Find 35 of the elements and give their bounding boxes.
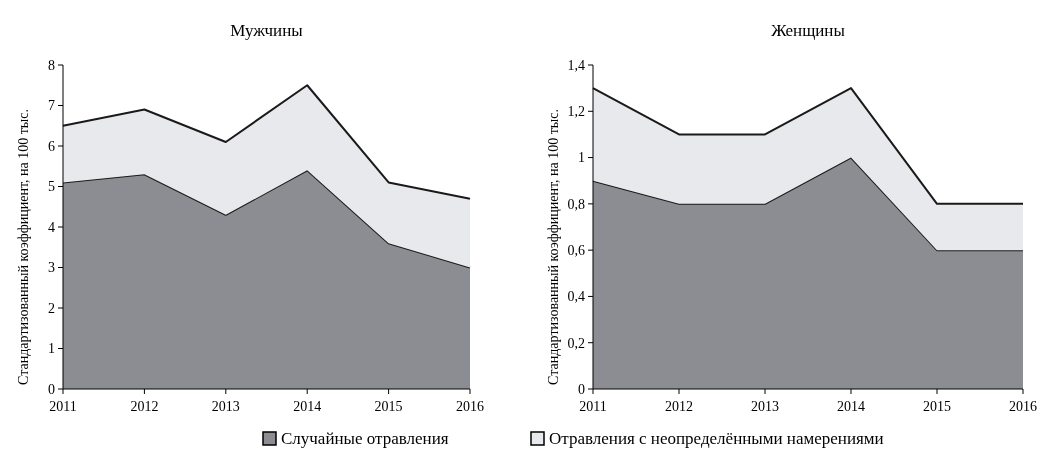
y-tick-label: 0,8 (567, 196, 585, 212)
y-tick-label: 0,4 (567, 289, 585, 305)
x-tick-label: 2015 (374, 399, 403, 414)
x-tick-label: 2016 (1009, 399, 1037, 414)
legend-label: Случайные отравления (281, 429, 449, 448)
y-tick-label: 3 (48, 260, 55, 276)
y-tick-label: 0,6 (567, 243, 585, 259)
chart-title: Мужчины (230, 21, 304, 40)
y-tick-label: 7 (48, 98, 55, 114)
y-tick-label: 0 (578, 381, 585, 397)
y-tick-label: 1 (578, 150, 585, 166)
x-tick-label: 2013 (211, 399, 240, 414)
y-tick-label: 8 (48, 57, 55, 73)
y-tick-label: 2 (48, 300, 55, 316)
x-tick-label: 2012 (130, 399, 159, 414)
y-tick-label: 4 (48, 219, 55, 235)
x-tick-label: 2013 (751, 399, 779, 414)
x-tick-label: 2016 (456, 399, 484, 414)
y-tick-label: 0 (48, 381, 55, 397)
y-tick-label: 1 (48, 341, 55, 357)
y-tick-label: 1,2 (567, 104, 585, 120)
x-tick-label: 2015 (923, 399, 951, 414)
y-axis-title: Стандартизованный коэффициент, на 100 тыс. (546, 109, 561, 385)
chart-title: Женщины (771, 21, 846, 40)
x-tick-label: 2014 (837, 399, 865, 414)
y-tick-label: 6 (48, 138, 55, 154)
legend-label: Отравления с неопределёнными намерениями (549, 429, 884, 448)
y-tick-label: 5 (48, 179, 55, 195)
y-axis-title: Стандартизованный коэффициент, на 100 тыс. (16, 109, 31, 385)
y-tick-label: 1,4 (567, 57, 585, 73)
x-tick-label: 2014 (293, 399, 322, 414)
x-tick-label: 2012 (665, 399, 693, 414)
x-tick-label: 2011 (49, 399, 77, 414)
y-tick-label: 0,2 (567, 335, 585, 351)
x-tick-label: 2011 (579, 399, 607, 414)
